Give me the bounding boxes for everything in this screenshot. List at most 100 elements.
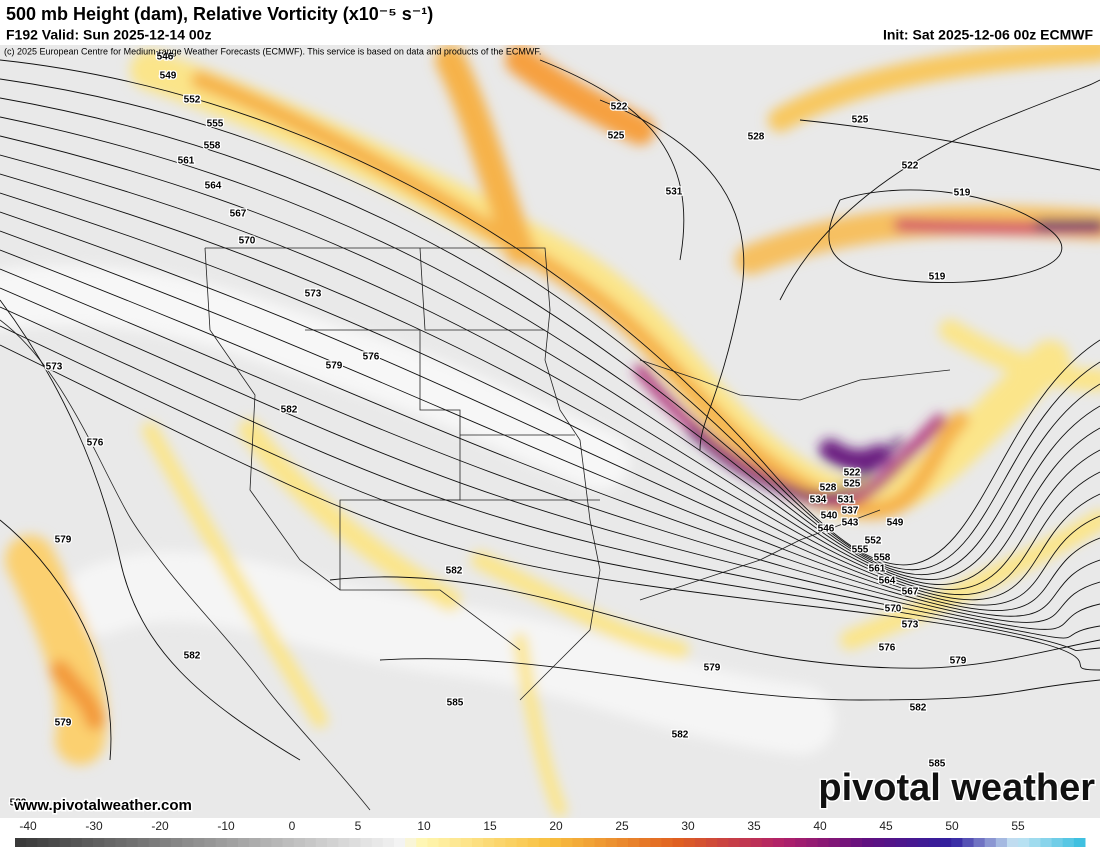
colorbar-swatch: [873, 838, 885, 847]
colorbar-swatch: [237, 838, 250, 847]
colorbar-swatch: [973, 838, 986, 847]
contour-label: 555: [207, 119, 224, 130]
colorbar-swatch: [349, 838, 362, 847]
contour-label: 525: [852, 115, 869, 126]
colorbar: -40 -30 -20 -10 0 5 10 15 20 25 30 35 40 45 50 55: [15, 819, 1086, 847]
colorbar-swatch: [761, 838, 774, 847]
colorbar-swatch: [327, 838, 339, 847]
colorbar-swatch: [26, 838, 38, 847]
colorbar-swatch: [37, 838, 49, 847]
contour-line: [0, 173, 1100, 596]
colorbar-swatch: [93, 838, 105, 847]
colorbar-swatch: [1040, 838, 1053, 847]
colorbar-swatch: [527, 838, 540, 847]
contour-label: 567: [902, 587, 919, 598]
colorbar-swatch: [605, 838, 618, 847]
contour-label: 549: [160, 71, 177, 82]
contour-line: [599, 99, 745, 451]
colorbar-swatch: [159, 838, 172, 847]
contour-label: 582: [10, 798, 27, 809]
colorbar-swatch: [1062, 838, 1075, 847]
colorbar-swatch: [148, 838, 161, 847]
contour-label: 522: [902, 161, 919, 172]
contour-label: 525: [844, 479, 861, 490]
boundaries: [0, 247, 951, 811]
colorbar-swatch: [917, 838, 930, 847]
colorbar-swatch: [271, 838, 283, 847]
colorbar-swatch: [293, 838, 306, 847]
colorbar-tick-label: -20: [151, 819, 169, 833]
contour-label: 585: [447, 698, 464, 709]
colorbar-swatch: [895, 838, 908, 847]
website: www.pivotalweather.com: [13, 797, 192, 814]
colorbar-swatch: [951, 838, 963, 847]
copyright: (c) 2025 European Centre for Medium-rang…: [4, 46, 541, 56]
colorbar-tick-label: 35: [747, 819, 761, 833]
brand-watermark: pivotal weather: [818, 767, 1095, 809]
contour-line: [0, 211, 1100, 606]
colorbar-swatch: [594, 838, 607, 847]
contour-line: [0, 287, 1100, 630]
colorbar-tick-label: 50: [945, 819, 959, 833]
contour-label: 561: [178, 156, 195, 167]
contour-line: [779, 79, 1100, 301]
contour-label: 531: [666, 187, 683, 198]
contour-label: 528: [748, 132, 765, 143]
colorbar-swatch: [850, 838, 863, 847]
contour-label: 579: [55, 718, 72, 729]
contour-label: 582: [184, 651, 201, 662]
colorbar-swatch: [984, 838, 997, 847]
colorbar-swatch: [405, 838, 417, 847]
colorbar-swatch: [382, 838, 395, 847]
contour-label: 564: [205, 181, 222, 192]
contour-label: 543: [842, 518, 859, 529]
colorbar-swatch: [1018, 838, 1030, 847]
contour-label: 567: [230, 209, 247, 220]
colorbar-swatch: [215, 838, 228, 847]
contour-label: 582: [910, 703, 927, 714]
contour-line: [0, 192, 1100, 601]
colorbar-swatch: [449, 838, 462, 847]
contour-label: 522: [844, 468, 861, 479]
contour-label: 579: [326, 361, 343, 372]
contour-label: 549: [887, 518, 904, 529]
contour-label: 570: [239, 236, 256, 247]
contour-labels: 5465495525555585615645675705735765795825…: [8, 50, 972, 810]
contour-label: 570: [885, 604, 902, 615]
contour-line: [0, 154, 1100, 590]
colorbar-swatch: [427, 838, 440, 847]
colorbar-swatch: [249, 838, 261, 847]
colorbar-swatch: [104, 838, 116, 847]
contour-label: 573: [902, 620, 919, 631]
colorbar-swatch: [839, 838, 852, 847]
colorbar-tick-label: 25: [615, 819, 629, 833]
colorbar-swatch: [650, 838, 662, 847]
colorbar-swatch: [126, 838, 139, 847]
colorbar-tick-label: -40: [19, 819, 37, 833]
colorbar-swatch: [1029, 838, 1041, 847]
colorbar-swatch: [393, 838, 406, 847]
colorbar-tick-label: 15: [483, 819, 497, 833]
contour-label: 531: [838, 495, 855, 506]
contour-line: [0, 135, 1100, 585]
contour-line: [0, 519, 112, 761]
colorbar-swatch: [304, 838, 317, 847]
contour-label: 576: [879, 643, 896, 654]
colorbar-swatch: [572, 838, 584, 847]
colorbar-swatch: [772, 838, 785, 847]
contour-line: [329, 576, 1100, 669]
colorbar-swatch: [416, 838, 428, 847]
colorbar-swatch: [928, 838, 941, 847]
colorbar-swatch: [360, 838, 373, 847]
colorbar-swatch: [438, 838, 451, 847]
colorbar-swatch: [59, 838, 72, 847]
colorbar-swatch: [628, 838, 640, 847]
colorbar-swatch: [171, 838, 183, 847]
contour-line: [0, 97, 1100, 576]
colorbar-swatch: [483, 838, 495, 847]
contour-label: 534: [810, 495, 827, 506]
contour-line: [0, 325, 1100, 652]
colorbar-swatch: [616, 838, 629, 847]
colorbar-swatch: [694, 838, 707, 847]
colorbar-swatch: [260, 838, 272, 847]
